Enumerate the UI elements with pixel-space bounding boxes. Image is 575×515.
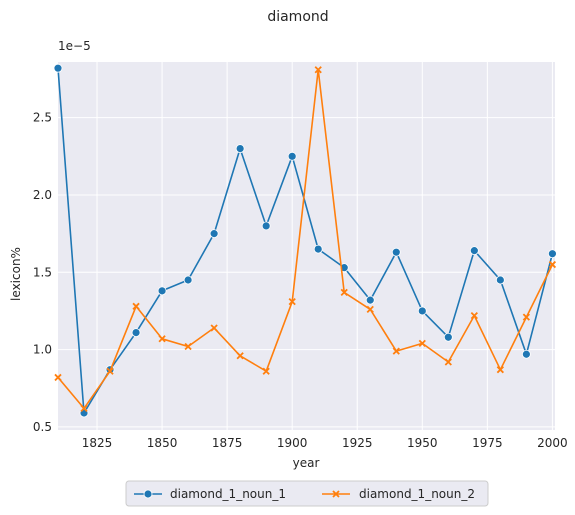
y-tick-label: 1.0: [33, 343, 52, 357]
legend: diamond_1_noun_1 diamond_1_noun_2: [125, 480, 489, 507]
data-point: [521, 349, 531, 359]
x-tick-label: 1825: [82, 436, 113, 450]
chart-title: diamond: [267, 9, 328, 25]
y-tick-label: 2.0: [33, 188, 52, 202]
data-point: [366, 305, 374, 314]
x-tick-label: 1875: [212, 436, 243, 450]
series-layer: [53, 63, 557, 418]
data-point: [210, 324, 218, 332]
legend-box: [125, 480, 489, 507]
series-line-1: [57, 68, 554, 414]
plot-area: [58, 62, 555, 430]
series-line-2: [57, 68, 554, 410]
data-point: [417, 306, 427, 316]
data-point: [391, 247, 401, 257]
data-point: [209, 229, 219, 239]
data-point: [418, 339, 426, 348]
data-point: [287, 151, 297, 161]
data-point: [262, 367, 270, 375]
legend-marker-2: [332, 490, 340, 498]
data-point: [288, 298, 296, 306]
data-point: [470, 311, 478, 320]
x-tick-label: 1850: [147, 436, 178, 450]
data-point: [132, 302, 140, 310]
y-tick-label: 2.5: [33, 111, 52, 125]
data-point: [548, 260, 557, 269]
x-tick-label: 1975: [472, 436, 503, 450]
legend-label-1: diamond_1_noun_1: [170, 487, 286, 501]
data-point: [495, 275, 505, 285]
data-point: [496, 366, 504, 374]
data-point: [340, 288, 348, 297]
data-point: [54, 373, 62, 382]
data-point: [261, 221, 271, 231]
data-point: [183, 275, 193, 285]
x-tick-label: 1950: [407, 436, 438, 450]
data-point: [314, 66, 322, 74]
y-offset-label: 1e−5: [58, 39, 91, 53]
grid-lines: [58, 62, 555, 430]
data-point: [106, 367, 114, 375]
data-point: [444, 358, 452, 366]
legend-marker-1: [143, 489, 153, 499]
y-tick-label: 1.5: [33, 265, 52, 279]
data-point: [547, 249, 557, 259]
data-point: [443, 332, 453, 342]
data-point: [53, 63, 63, 73]
y-axis-label: lexicon%: [9, 247, 23, 301]
data-point: [184, 342, 192, 351]
data-point: [235, 144, 245, 153]
data-point: [365, 295, 375, 305]
x-tick-label: 2000: [537, 436, 568, 450]
data-point: [80, 404, 88, 412]
data-point: [158, 335, 166, 343]
x-tick-label: 1925: [342, 436, 373, 450]
tick-labels: 1825 1850 1875 1900 1925 1950 1975 2000 0.5 1.0 1.…: [33, 111, 568, 450]
x-tick-label: 1900: [277, 436, 308, 450]
legend-label-2: diamond_1_noun_2: [359, 487, 475, 501]
data-point: [469, 246, 479, 256]
data-point: [392, 347, 400, 355]
data-point: [313, 244, 323, 254]
data-point: [236, 352, 244, 360]
x-axis-label: year: [293, 456, 320, 470]
y-tick-label: 0.5: [33, 420, 52, 434]
data-point: [522, 313, 531, 321]
data-point: [157, 286, 167, 296]
data-point: [131, 328, 141, 337]
